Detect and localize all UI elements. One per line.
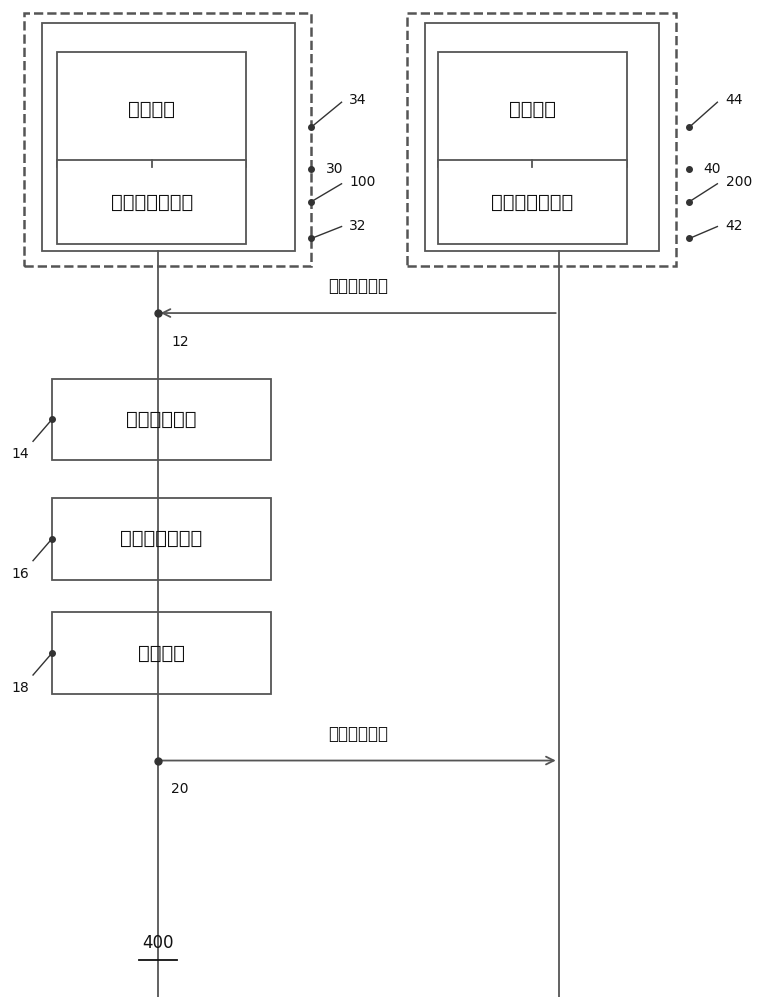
Text: 确定置信度改善: 确定置信度改善 xyxy=(120,529,203,548)
Bar xyxy=(57,160,246,244)
Bar xyxy=(437,52,626,167)
Text: 控制模块: 控制模块 xyxy=(508,100,555,119)
Text: 16: 16 xyxy=(11,567,29,581)
Text: 第一环境模型: 第一环境模型 xyxy=(328,277,388,295)
Text: 200: 200 xyxy=(725,175,752,189)
Bar xyxy=(437,160,626,244)
Text: 18: 18 xyxy=(11,681,29,695)
Text: 40: 40 xyxy=(703,162,721,176)
Text: 确定延迟: 确定延迟 xyxy=(138,644,185,663)
Text: 一个或多个接口: 一个或多个接口 xyxy=(110,193,193,212)
Text: 14: 14 xyxy=(11,447,29,461)
Text: 34: 34 xyxy=(349,93,367,107)
Text: 一个或多个接口: 一个或多个接口 xyxy=(491,193,573,212)
Text: 12: 12 xyxy=(171,335,189,349)
Text: 控制模块: 控制模块 xyxy=(128,100,175,119)
Text: 42: 42 xyxy=(725,219,743,233)
Bar xyxy=(408,13,676,266)
Bar xyxy=(52,379,271,460)
Bar xyxy=(424,23,659,251)
Text: 传输第二信息: 传输第二信息 xyxy=(328,725,388,743)
Text: 44: 44 xyxy=(725,93,743,107)
Bar xyxy=(24,13,312,266)
Bar xyxy=(57,52,246,167)
Bar xyxy=(52,612,271,694)
Bar xyxy=(42,23,296,251)
Text: 32: 32 xyxy=(349,219,367,233)
Text: 30: 30 xyxy=(326,162,344,176)
Bar xyxy=(52,498,271,580)
Text: 20: 20 xyxy=(171,782,189,796)
Text: 第二环境模型: 第二环境模型 xyxy=(126,410,197,429)
Text: 400: 400 xyxy=(142,934,174,952)
Text: 100: 100 xyxy=(349,175,376,189)
